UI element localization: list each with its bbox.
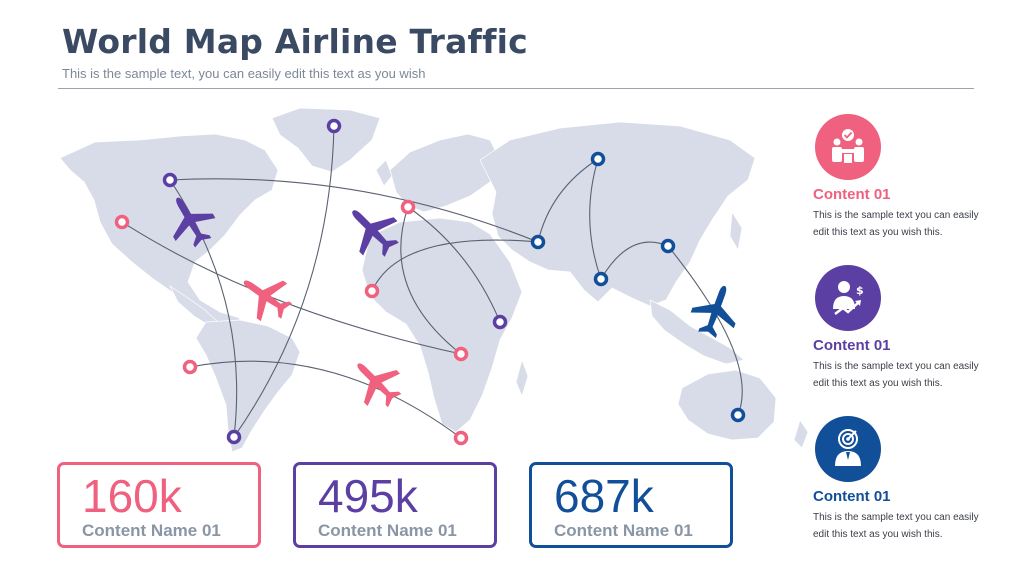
side-text-2: This is the sample text you can easily e… <box>813 361 979 389</box>
location-marker <box>326 118 342 134</box>
greenland-shape <box>271 107 381 173</box>
asia-shape <box>479 121 756 307</box>
stat-box-2: 495k Content Name 01 <box>293 462 497 548</box>
location-marker <box>226 429 242 445</box>
side-text-1: This is the sample text you can easily e… <box>813 210 979 238</box>
africa-shape <box>361 217 523 433</box>
route-line <box>400 206 462 355</box>
location-marker <box>590 151 606 167</box>
location-marker <box>453 346 469 362</box>
continents <box>59 107 809 453</box>
location-marker <box>660 238 676 254</box>
route-line <box>407 206 501 323</box>
location-marker <box>453 430 469 446</box>
route-line <box>169 178 539 243</box>
stat-label: Content Name 01 <box>82 521 221 540</box>
side-text-3: This is the sample text you can easily e… <box>813 512 979 540</box>
location-marker <box>492 314 508 330</box>
uk-shape <box>375 159 393 187</box>
route-line <box>371 239 539 292</box>
location-marker <box>400 199 416 215</box>
north-america-shape <box>59 133 279 329</box>
new-zealand-shape <box>793 419 809 449</box>
route-line <box>233 125 335 438</box>
location-marker <box>162 172 178 188</box>
airplane-icon <box>230 262 300 330</box>
stat-value: 160k <box>82 470 182 522</box>
location-marker <box>114 214 130 230</box>
location-marker <box>593 271 609 287</box>
flight-routes <box>121 125 743 439</box>
location-marker <box>364 283 380 299</box>
route-line <box>667 245 743 416</box>
route-line <box>169 179 238 438</box>
route-line <box>121 221 462 355</box>
location-marker <box>730 407 746 423</box>
japan-shape <box>729 210 743 252</box>
stat-box-3: 687k Content Name 01 <box>529 462 733 548</box>
svg-text:$: $ <box>856 284 864 297</box>
target-person-icon <box>815 416 881 482</box>
location-marker <box>530 234 546 250</box>
stat-value: 687k <box>554 470 654 522</box>
airplane-icon <box>341 347 411 417</box>
route-line <box>537 158 599 243</box>
stat-value: 495k <box>318 470 418 522</box>
south-america-shape <box>195 319 301 453</box>
side-title-2: Content 01 <box>813 337 891 354</box>
stat-box-1: 160k Content Name 01 <box>57 462 261 548</box>
title-divider <box>58 88 974 89</box>
route-line <box>189 360 462 439</box>
page-title: World Map Airline Traffic <box>62 22 528 61</box>
southeast-asia-shape <box>649 299 745 365</box>
side-title-3: Content 01 <box>813 488 891 505</box>
location-markers <box>114 118 746 446</box>
route-line <box>589 158 602 280</box>
stat-label: Content Name 01 <box>554 521 693 540</box>
madagascar-shape <box>515 358 529 398</box>
team-handshake-icon <box>815 114 881 180</box>
businessman-growth-icon: $ <box>815 265 881 331</box>
route-line <box>600 241 669 280</box>
page-subtitle: This is the sample text, you can easily … <box>62 66 426 81</box>
side-title-1: Content 01 <box>813 186 891 203</box>
stat-label: Content Name 01 <box>318 521 457 540</box>
location-marker <box>182 359 198 375</box>
australia-shape <box>677 369 777 441</box>
